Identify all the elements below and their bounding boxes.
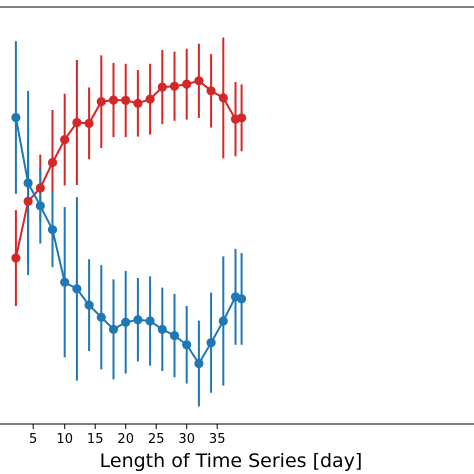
x-tick-label: 20 (117, 432, 134, 447)
data-point (47, 225, 58, 235)
data-point (157, 324, 167, 334)
data-point (145, 94, 155, 104)
data-point (194, 76, 204, 86)
data-point (96, 312, 106, 322)
data-point (218, 93, 228, 103)
x-ticks: 10 15 20 25 30 35 5 (29, 424, 225, 447)
data-point (60, 135, 70, 145)
data-point (182, 79, 192, 89)
data-point (60, 277, 70, 287)
data-point (108, 95, 119, 105)
data-point (72, 117, 82, 128)
data-point (133, 98, 143, 108)
data-point (169, 330, 180, 341)
data-point (23, 196, 33, 206)
data-point (194, 358, 204, 369)
data-point (182, 340, 192, 350)
data-points (11, 76, 247, 369)
series-line (14, 117, 242, 366)
data-point (121, 317, 131, 327)
x-tick-label: 10 (56, 432, 73, 447)
data-point (35, 183, 45, 193)
data-point (23, 178, 33, 188)
x-tick-label: 5 (29, 432, 37, 447)
data-point (84, 118, 94, 128)
data-point (47, 157, 58, 168)
data-point (121, 95, 131, 106)
x-tick-label: 25 (148, 432, 165, 447)
data-point (157, 82, 167, 92)
data-point (96, 97, 106, 107)
x-tick-label: 35 (209, 432, 226, 447)
data-point (11, 112, 21, 123)
data-point (11, 253, 21, 263)
data-point (145, 316, 155, 326)
x-tick-label: 15 (87, 432, 104, 447)
data-point (206, 338, 216, 348)
data-point (218, 316, 228, 326)
data-point (108, 324, 119, 334)
axes (0, 6, 474, 425)
data-point (169, 81, 180, 91)
x-tick-label: 30 (178, 432, 195, 447)
data-point (72, 284, 82, 294)
data-point (133, 315, 143, 325)
data-point (206, 86, 216, 96)
data-point (237, 294, 247, 304)
data-point (237, 113, 247, 123)
x-axis-title: Length of Time Series [day] (100, 450, 363, 472)
data-point (35, 201, 45, 211)
data-point (84, 300, 94, 310)
